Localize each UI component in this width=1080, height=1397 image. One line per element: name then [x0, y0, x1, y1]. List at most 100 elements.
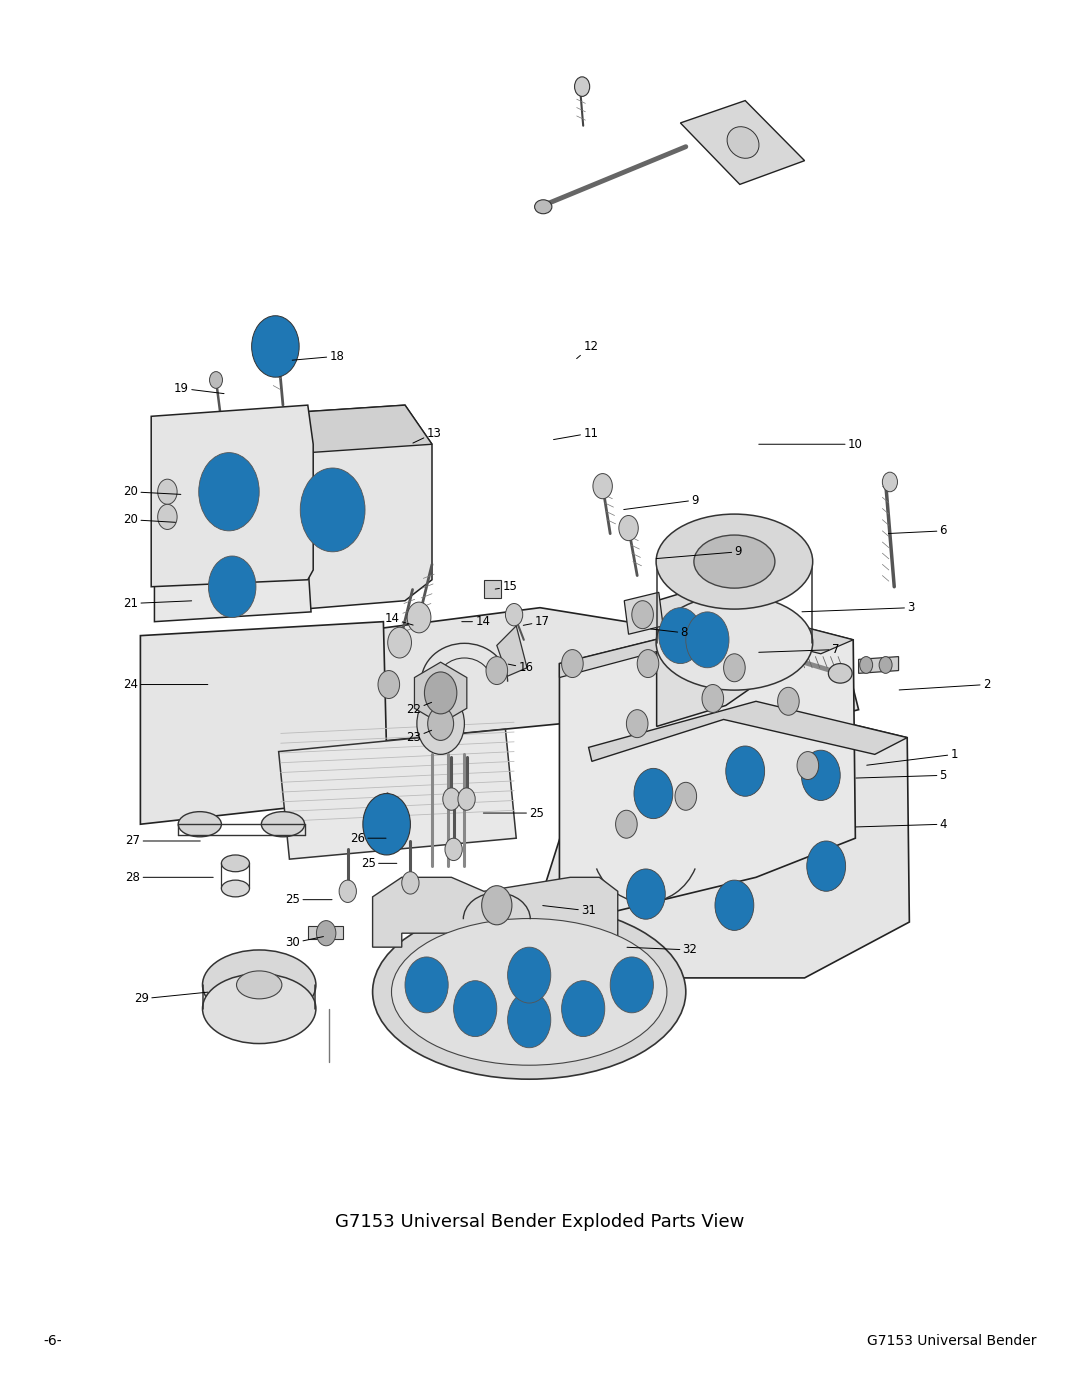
Circle shape: [626, 710, 648, 738]
Circle shape: [724, 654, 745, 682]
Circle shape: [616, 810, 637, 838]
Circle shape: [610, 957, 653, 1013]
Text: 14: 14: [384, 612, 414, 626]
Circle shape: [300, 468, 365, 552]
Circle shape: [724, 891, 745, 919]
Circle shape: [810, 761, 832, 789]
Polygon shape: [540, 701, 909, 978]
Circle shape: [443, 788, 460, 810]
Polygon shape: [154, 562, 311, 622]
Text: 7: 7: [759, 643, 839, 657]
Text: 28: 28: [125, 870, 213, 884]
Polygon shape: [415, 662, 467, 724]
Circle shape: [634, 768, 673, 819]
Circle shape: [635, 880, 657, 908]
Ellipse shape: [391, 919, 667, 1065]
Polygon shape: [497, 626, 527, 676]
Polygon shape: [235, 405, 432, 455]
Circle shape: [378, 671, 400, 698]
Text: 26: 26: [350, 831, 386, 845]
Circle shape: [210, 467, 248, 517]
Text: 9: 9: [624, 493, 699, 510]
Text: 20: 20: [123, 485, 180, 499]
Circle shape: [402, 872, 419, 894]
Text: 22: 22: [406, 703, 432, 717]
Circle shape: [726, 746, 765, 796]
Text: 21: 21: [123, 597, 191, 610]
Polygon shape: [216, 608, 859, 761]
Circle shape: [454, 981, 497, 1037]
Text: 25: 25: [285, 893, 332, 907]
Circle shape: [158, 479, 177, 504]
Circle shape: [801, 750, 840, 800]
Text: 8: 8: [651, 626, 688, 640]
Circle shape: [458, 788, 475, 810]
Ellipse shape: [828, 664, 852, 683]
Circle shape: [445, 838, 462, 861]
Circle shape: [482, 886, 512, 925]
Circle shape: [694, 623, 720, 657]
Ellipse shape: [694, 535, 775, 588]
Circle shape: [158, 504, 177, 529]
Ellipse shape: [657, 595, 813, 690]
Polygon shape: [373, 877, 618, 947]
Circle shape: [363, 793, 410, 855]
Text: 29: 29: [134, 992, 207, 1006]
Text: 13: 13: [413, 426, 442, 443]
Circle shape: [311, 482, 354, 538]
Ellipse shape: [535, 200, 552, 214]
Polygon shape: [859, 657, 899, 673]
Text: 25: 25: [361, 856, 396, 870]
Circle shape: [199, 453, 259, 531]
Text: G7153 Universal Bender: G7153 Universal Bender: [867, 1334, 1037, 1348]
Circle shape: [734, 757, 756, 785]
Ellipse shape: [657, 514, 813, 609]
Circle shape: [620, 970, 644, 1000]
Text: 2: 2: [900, 678, 990, 692]
Text: 23: 23: [406, 731, 432, 745]
Circle shape: [428, 707, 454, 740]
Circle shape: [675, 782, 697, 810]
Polygon shape: [559, 615, 855, 925]
Ellipse shape: [178, 812, 221, 837]
Text: 17: 17: [524, 615, 550, 629]
Circle shape: [407, 602, 431, 633]
Circle shape: [463, 993, 487, 1024]
Ellipse shape: [203, 974, 315, 1044]
Ellipse shape: [373, 905, 686, 1078]
Circle shape: [388, 627, 411, 658]
Circle shape: [778, 687, 799, 715]
Text: 14: 14: [462, 615, 490, 629]
Text: 4: 4: [856, 817, 947, 831]
Circle shape: [575, 77, 590, 96]
Circle shape: [879, 657, 892, 673]
Polygon shape: [589, 701, 907, 761]
Circle shape: [508, 947, 551, 1003]
Circle shape: [637, 650, 659, 678]
Polygon shape: [657, 580, 756, 726]
Circle shape: [860, 657, 873, 673]
Circle shape: [373, 806, 401, 842]
Polygon shape: [279, 729, 516, 859]
Text: 5: 5: [856, 768, 947, 782]
Text: 20: 20: [123, 513, 175, 527]
Polygon shape: [559, 615, 853, 678]
Circle shape: [508, 992, 551, 1048]
Circle shape: [219, 570, 245, 604]
Circle shape: [807, 841, 846, 891]
Ellipse shape: [221, 855, 249, 872]
Text: 30: 30: [285, 936, 323, 950]
Circle shape: [486, 657, 508, 685]
Text: 32: 32: [627, 943, 698, 957]
Circle shape: [667, 619, 693, 652]
Circle shape: [424, 672, 457, 714]
Polygon shape: [484, 580, 501, 598]
Text: -6-: -6-: [43, 1334, 62, 1348]
Text: 1: 1: [867, 747, 958, 766]
Circle shape: [339, 880, 356, 902]
Circle shape: [261, 328, 289, 365]
Circle shape: [643, 780, 664, 807]
Polygon shape: [308, 926, 343, 939]
Text: 27: 27: [125, 834, 200, 848]
Text: 18: 18: [293, 349, 345, 363]
